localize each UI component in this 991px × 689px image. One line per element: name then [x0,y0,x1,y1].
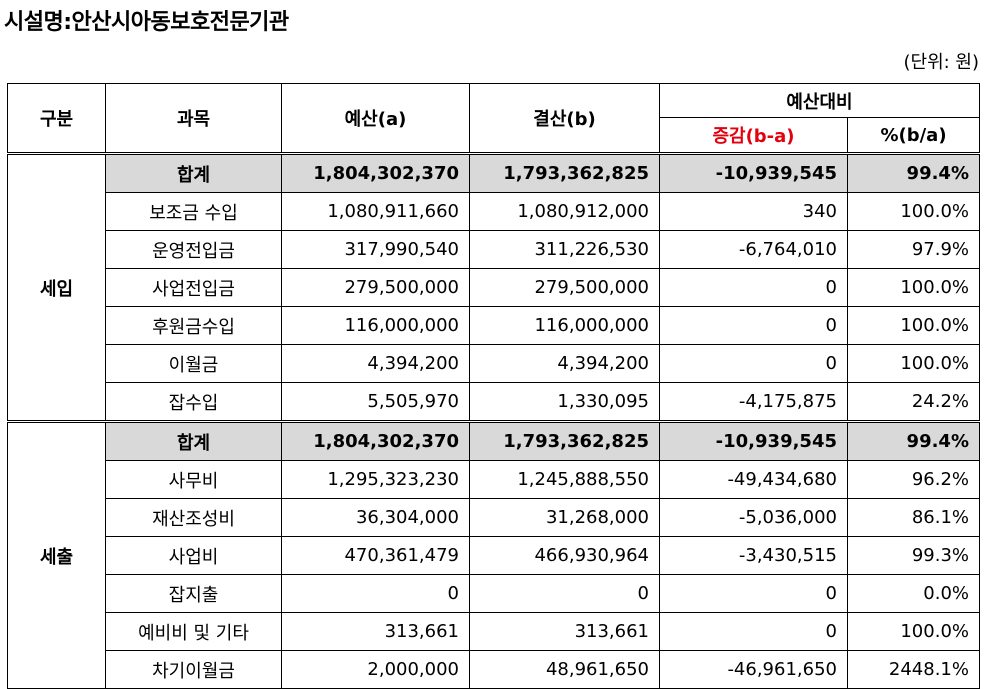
diff-cell: -46,961,650 [659,650,848,689]
table-row: 운영전입금 317,990,540 311,226,530 -6,764,010 97.… [8,230,980,269]
subject-cell: 잡지출 [105,574,282,613]
budget-cell: 470,361,479 [281,536,470,575]
header-budget: 예산(a) [281,83,470,154]
header-category: 구분 [7,83,106,154]
settlement-cell: 48,961,650 [469,650,660,689]
subject-cell: 재산조성비 [105,498,282,537]
header-diff: 증감(b-a) [659,117,848,154]
diff-cell: 0 [659,268,848,307]
budget-cell: 116,000,000 [281,306,470,345]
table-row: 사업전입금 279,500,000 279,500,000 0 100.0% [8,268,980,307]
diff-cell: -10,939,545 [659,420,848,461]
table-row: 사업비 470,361,479 466,930,964 -3,430,515 99.3% [8,536,980,575]
table-row: 차기이월금 2,000,000 48,961,650 -46,961,650 2448.… [8,650,980,689]
header-settlement: 결산(b) [469,83,660,154]
budget-cell: 36,304,000 [281,498,470,537]
header-compare: 예산대비 [659,82,980,119]
budget-cell: 1,804,302,370 [281,420,470,461]
settlement-cell: 1,245,888,550 [469,460,660,499]
diff-cell: -5,036,000 [659,498,848,537]
ratio-cell: 2448.1% [847,650,980,689]
header-subject: 과목 [105,83,282,154]
subject-cell: 후원금수입 [105,306,282,345]
subject-cell: 사업전입금 [105,268,282,307]
diff-cell: 0 [659,612,848,651]
ratio-cell: 100.0% [847,612,980,651]
page-title: 시설명:안산시아동보호전문기관 [4,10,289,35]
subject-cell: 사업비 [105,536,282,575]
ratio-cell: 97.9% [847,230,980,269]
unit-label: (단위: 원) [903,52,979,73]
settlement-cell: 1,330,095 [469,382,660,422]
total-row: 세출 합계 1,804,302,370 1,793,362,825 -10,939,54… [7,420,980,689]
settlement-cell: 1,080,912,000 [469,192,660,231]
ratio-cell: 0.0% [847,574,980,613]
subject-cell: 이월금 [105,344,282,383]
subject-cell: 예비비 및 기타 [105,612,282,651]
subject-cell: 합계 [105,152,282,193]
settlement-cell: 4,394,200 [469,344,660,383]
settlement-cell: 313,661 [469,612,660,651]
diff-cell: -49,434,680 [659,460,848,499]
budget-cell: 279,500,000 [281,268,470,307]
section-label: 세입 [7,152,106,422]
table-row: 잡수입 5,505,970 1,330,095 -4,175,875 24.2% [8,382,980,422]
diff-cell: -4,175,875 [659,382,848,422]
ratio-cell: 100.0% [847,344,980,383]
table-row: 보조금 수입 1,080,911,660 1,080,912,000 340 100.0… [8,192,980,231]
ratio-cell: 100.0% [847,268,980,307]
budget-cell: 0 [281,574,470,613]
budget-cell: 2,000,000 [281,650,470,689]
diff-cell: -3,430,515 [659,536,848,575]
subject-cell: 보조금 수입 [105,192,282,231]
settlement-cell: 31,268,000 [469,498,660,537]
subject-cell: 잡수입 [105,382,282,422]
budget-cell: 5,505,970 [281,382,470,422]
table-row: 이월금 4,394,200 4,394,200 0 100.0% [8,344,980,383]
table-header: 구분 과목 예산(a) 결산(b) 예산대비 증감(b-a) %(b/a) [7,82,980,154]
budget-cell: 317,990,540 [281,230,470,269]
subject-cell: 운영전입금 [105,230,282,269]
subject-cell: 합계 [105,420,282,461]
budget-cell: 4,394,200 [281,344,470,383]
settlement-cell: 279,500,000 [469,268,660,307]
table-row: 재산조성비 36,304,000 31,268,000 -5,036,000 86.1% [8,498,980,537]
budget-cell: 1,080,911,660 [281,192,470,231]
ratio-cell: 99.4% [847,152,980,193]
budget-table: 구분 과목 예산(a) 결산(b) 예산대비 증감(b-a) %(b/a) 세입… [7,82,980,689]
total-row: 세입 합계 1,804,302,370 1,793,362,825 -10,939,54… [7,152,980,422]
table-row: 사무비 1,295,323,230 1,245,888,550 -49,434,680… [8,460,980,499]
settlement-cell: 0 [469,574,660,613]
diff-cell: 0 [659,574,848,613]
ratio-cell: 96.2% [847,460,980,499]
diff-cell: 0 [659,344,848,383]
table-row: 잡지출 0 0 0 0.0% [8,574,980,613]
ratio-cell: 99.4% [847,420,980,461]
settlement-cell: 311,226,530 [469,230,660,269]
diff-cell: 340 [659,192,848,231]
budget-cell: 1,295,323,230 [281,460,470,499]
settlement-cell: 116,000,000 [469,306,660,345]
diff-cell: 0 [659,306,848,345]
ratio-cell: 24.2% [847,382,980,422]
settlement-cell: 1,793,362,825 [469,420,660,461]
table-body: 세입 합계 1,804,302,370 1,793,362,825 -10,939,54… [7,152,980,689]
diff-cell: -10,939,545 [659,152,848,193]
header-ratio: %(b/a) [847,117,980,154]
settlement-cell: 1,793,362,825 [469,152,660,193]
diff-cell: -6,764,010 [659,230,848,269]
subject-cell: 사무비 [105,460,282,499]
table-row: 예비비 및 기타 313,661 313,661 0 100.0% [8,612,980,651]
ratio-cell: 100.0% [847,306,980,345]
table-row: 후원금수입 116,000,000 116,000,000 0 100.0% [8,306,980,345]
subject-cell: 차기이월금 [105,650,282,689]
ratio-cell: 100.0% [847,192,980,231]
ratio-cell: 86.1% [847,498,980,537]
budget-cell: 313,661 [281,612,470,651]
settlement-cell: 466,930,964 [469,536,660,575]
budget-cell: 1,804,302,370 [281,152,470,193]
section-label: 세출 [7,420,106,689]
ratio-cell: 99.3% [847,536,980,575]
